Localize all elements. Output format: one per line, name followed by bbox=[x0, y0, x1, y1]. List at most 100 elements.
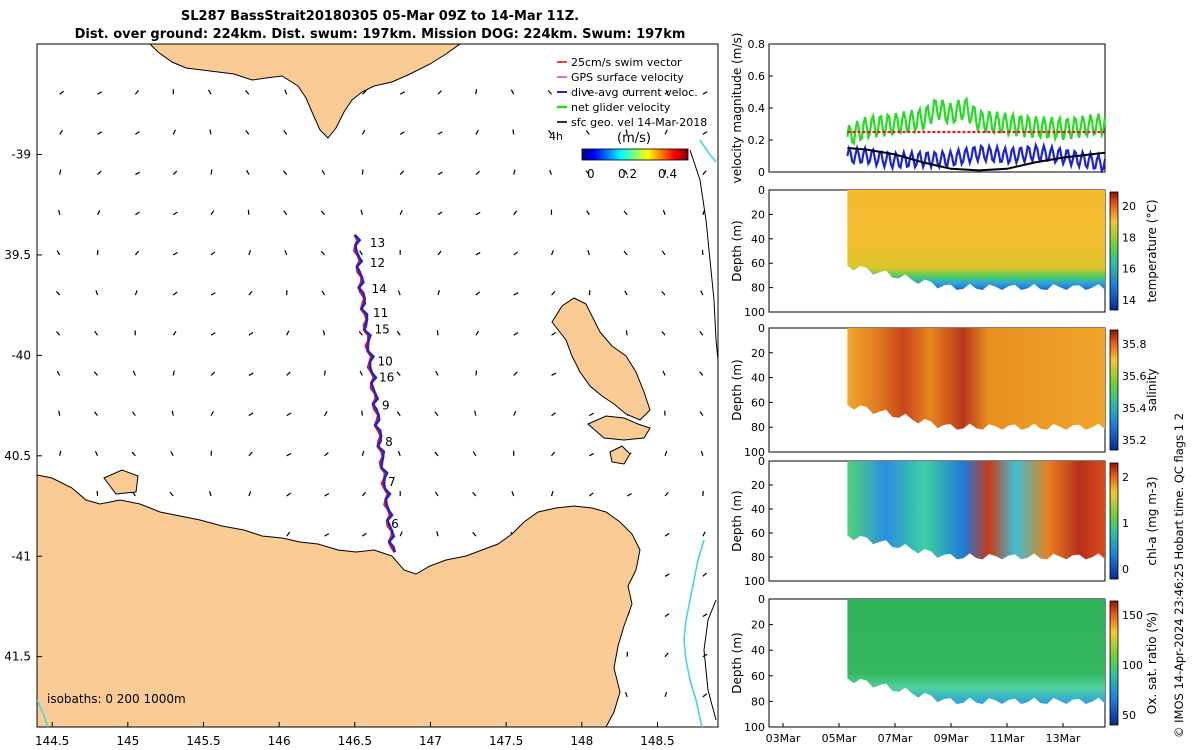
velocity-vector bbox=[588, 492, 594, 497]
velocity-vector bbox=[172, 251, 178, 256]
map-axes: 144.5 145 145.5 146 146.5 147 147.5 148 148.5-39… bbox=[4, 147, 674, 748]
section-field-temperature bbox=[847, 190, 1105, 290]
velocity-vector bbox=[247, 209, 250, 215]
velocity-vector bbox=[661, 250, 666, 256]
lon-tick-label-2: 145.5 bbox=[186, 734, 220, 748]
colorbar-tick-chl-a-2: 2 bbox=[1122, 471, 1129, 484]
isobath-200m bbox=[683, 139, 717, 727]
velocity-vector bbox=[56, 370, 61, 376]
colorbar-tick-salinity-2: 35.6 bbox=[1122, 370, 1147, 383]
credit-text: © IMOS 14-Apr-2024 23:46:25 Hobart time.… bbox=[1172, 412, 1186, 738]
velocity-vector bbox=[58, 410, 61, 416]
colorbar-tick-salinity-1: 35.4 bbox=[1122, 402, 1147, 415]
velocity-vector bbox=[324, 533, 330, 537]
section-field-oxygen bbox=[847, 599, 1105, 704]
velocity-vector bbox=[397, 450, 401, 457]
land-clarke-island bbox=[609, 445, 631, 465]
velocity-vector bbox=[399, 131, 405, 135]
velocity-vector bbox=[623, 210, 628, 216]
velocity-vector bbox=[702, 613, 708, 618]
velocity-vector bbox=[172, 129, 176, 135]
velocity-vector bbox=[699, 371, 704, 376]
velocity-series-2 bbox=[847, 147, 1106, 172]
ylabel-chl-a: Depth (m) bbox=[730, 490, 744, 551]
day-label-1: 12 bbox=[370, 256, 385, 270]
velocity-vector bbox=[664, 532, 670, 537]
velocity-vector bbox=[248, 290, 253, 296]
colorbar-tick-chl-a-1: 1 bbox=[1122, 517, 1129, 530]
velocity-vector bbox=[58, 209, 61, 215]
legend-note-4h: 4h bbox=[549, 130, 563, 143]
lat-tick-label-1: 39.5 bbox=[4, 248, 31, 262]
velocity-vector bbox=[248, 249, 251, 256]
velocity-vector bbox=[172, 211, 178, 216]
velocity-vector bbox=[286, 330, 290, 336]
velocity-vector bbox=[549, 169, 553, 175]
velocity-vector bbox=[551, 372, 557, 376]
velocity-vector bbox=[248, 491, 252, 497]
velocity-vector bbox=[93, 411, 99, 417]
ytick-label-velocity-2: 0.4 bbox=[748, 102, 766, 115]
velocity-vector bbox=[359, 250, 363, 256]
day-label-6: 16 bbox=[379, 370, 394, 384]
velocity-vector bbox=[59, 169, 62, 175]
ytick-label-temperature-5: 100 bbox=[744, 306, 765, 319]
colorbar-tick-0: 0 bbox=[587, 167, 595, 181]
legend-item-net-glider: net glider velocity bbox=[571, 101, 671, 114]
velocity-vector bbox=[551, 332, 557, 336]
velocity-vector bbox=[93, 371, 98, 376]
legend-item-swim-vector: 25cm/s swim vector bbox=[571, 56, 682, 69]
time-tick-label-5: 13Mar bbox=[1046, 732, 1081, 745]
velocity-vector bbox=[245, 130, 250, 135]
velocity-vector bbox=[172, 170, 178, 176]
time-tick-label-3: 09Mar bbox=[934, 732, 969, 745]
velocity-vector bbox=[59, 90, 65, 95]
colorbar-tick-salinity-0: 35.2 bbox=[1122, 434, 1147, 447]
velocity-vector bbox=[399, 531, 403, 537]
velocity-vector bbox=[361, 450, 365, 456]
colorbar-label-oxygen: Ox. sat. ratio (%) bbox=[1145, 612, 1159, 714]
ytick-label-salinity-2: 40 bbox=[751, 372, 765, 385]
velocity-vector bbox=[513, 371, 518, 376]
velocity-vector bbox=[361, 169, 364, 175]
colorbar-tick-temperature-3: 20 bbox=[1122, 200, 1136, 213]
velocity-vector bbox=[699, 330, 704, 336]
ytick-label-temperature-2: 40 bbox=[751, 233, 765, 246]
velocity-series-1 bbox=[846, 141, 1107, 174]
velocity-vector bbox=[547, 90, 552, 95]
map-legend: 25cm/s swim vector GPS surface velocity … bbox=[549, 56, 707, 181]
velocity-vector bbox=[436, 330, 439, 336]
velocity-vector bbox=[475, 211, 481, 216]
colorbar-chl-a bbox=[1109, 462, 1119, 580]
velocity-vector bbox=[286, 531, 291, 537]
velocity-vector bbox=[475, 370, 478, 376]
velocity-vector bbox=[475, 251, 481, 256]
velocity-vector bbox=[664, 691, 668, 698]
velocity-vector bbox=[324, 492, 330, 497]
velocity-vector bbox=[135, 171, 141, 176]
panel-salinity: 0 20 40 60 80 100 Depth (m) 35.2 35.4 35.6 35.8 sal… bbox=[730, 322, 1159, 459]
ytick-label-chl-a-2: 40 bbox=[751, 503, 765, 516]
velocity-vector bbox=[548, 130, 553, 135]
velocity-vector bbox=[284, 89, 288, 95]
velocity-vector bbox=[248, 372, 254, 376]
ytick-label-oxygen-1: 20 bbox=[751, 619, 765, 632]
velocity-vector bbox=[208, 491, 212, 497]
day-labels: 13 12 14 11 15 10 16 9 8 7 6 bbox=[370, 236, 399, 531]
velocity-vector bbox=[131, 411, 136, 417]
velocity-vector bbox=[661, 330, 666, 336]
lon-tick-label-3: 146 bbox=[268, 734, 291, 748]
velocity-vector bbox=[97, 170, 102, 176]
lat-tick-label-2: -40 bbox=[11, 348, 31, 362]
ylabel-temperature: Depth (m) bbox=[730, 220, 744, 281]
land-cape-barren-island bbox=[587, 415, 651, 441]
ytick-label-oxygen-2: 40 bbox=[751, 644, 765, 657]
velocity-vector bbox=[513, 292, 519, 296]
velocity-vector bbox=[135, 211, 140, 216]
land-victoria bbox=[149, 44, 461, 139]
velocity-vector bbox=[585, 170, 590, 175]
velocity-vector bbox=[210, 169, 213, 175]
isobath-label: isobaths: 0 200 1000m bbox=[47, 692, 186, 706]
velocity-vector bbox=[135, 131, 140, 135]
